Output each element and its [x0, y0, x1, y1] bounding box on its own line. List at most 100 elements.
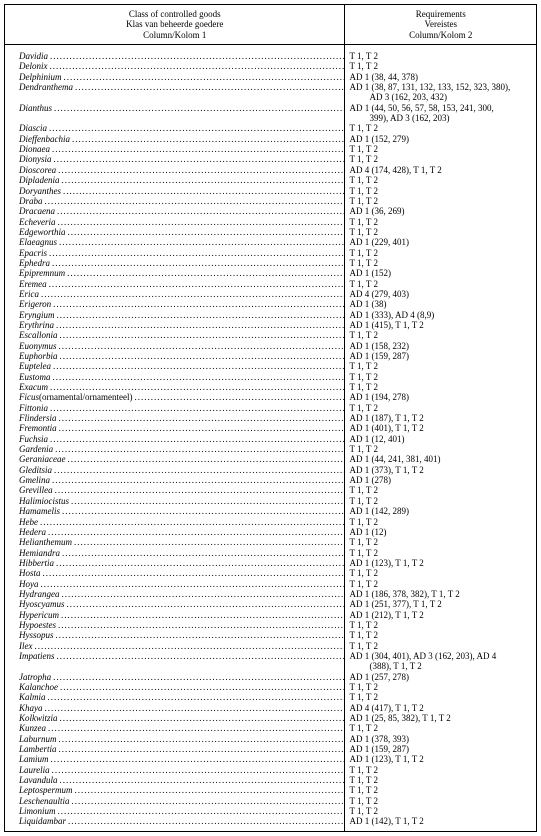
goods-column: Davidia.................................…	[5, 45, 345, 832]
genus-name: Epipremnum	[19, 268, 65, 278]
dotted-leader: ........................................…	[43, 703, 345, 713]
header-col1: Class of controlled goods Klas van behee…	[5, 5, 345, 45]
goods-row: Dianthus................................…	[5, 103, 344, 113]
requirement-text: T 1, T 2	[349, 403, 532, 413]
genus-name: Hydrangea	[19, 589, 60, 599]
goods-row: Dipladenia..............................…	[5, 175, 344, 185]
genus-name: Echeveria	[19, 217, 55, 227]
goods-row: Erythrina...............................…	[5, 320, 344, 330]
genus-name: Ilex	[19, 641, 33, 651]
requirement-text: T 1, T 2	[349, 382, 532, 392]
genus-name: Gardenia	[19, 444, 53, 454]
genus-name: Erythrina	[19, 320, 54, 330]
dotted-leader: ........................................…	[132, 392, 344, 402]
dotted-leader: ........................................…	[62, 72, 345, 82]
requirement-text: AD 1 (44, 241, 381, 401)	[349, 454, 532, 464]
dotted-leader: ........................................…	[73, 785, 345, 795]
dotted-leader: ........................................…	[58, 330, 345, 340]
requirement-text: AD 1 (212), T 1, T 2	[349, 610, 532, 620]
goods-row: Kunzea..................................…	[5, 723, 344, 733]
goods-row: Hypoestes...............................…	[5, 620, 344, 630]
genus-name: Fittonia	[19, 403, 48, 413]
goods-row: Dracaena................................…	[5, 206, 344, 216]
genus-name: Erigeron	[19, 299, 51, 309]
dotted-leader: ........................................…	[65, 268, 344, 278]
genus-name: Fuchsia	[19, 434, 48, 444]
goods-row: Hibbertia...............................…	[5, 558, 344, 568]
requirement-text: AD 1 (38)	[349, 299, 532, 309]
goods-row: Hamamelis...............................…	[5, 506, 344, 516]
dotted-leader: ........................................…	[52, 103, 344, 113]
dotted-leader: ........................................…	[51, 361, 344, 371]
dotted-leader: ........................................…	[56, 165, 344, 175]
genus-name: Limonium	[19, 806, 56, 816]
goods-row: Jatropha................................…	[5, 672, 344, 682]
goods-row: Gleditsia...............................…	[5, 465, 344, 475]
genus-name: Escallonia	[19, 330, 58, 340]
genus-name: Kalmia	[19, 692, 46, 702]
dotted-leader: ........................................…	[41, 568, 345, 578]
requirement-text: AD 1 (36, 269)	[349, 206, 532, 216]
genus-name: Epacris	[19, 248, 47, 258]
requirement-text: T 1, T 2	[349, 806, 532, 816]
requirement-text: T 1, T 2	[349, 217, 532, 227]
genus-name: Davidia	[19, 51, 48, 61]
goods-row: Epacris.................................…	[5, 248, 344, 258]
goods-row: Lambertia...............................…	[5, 744, 344, 754]
dotted-leader: ........................................…	[52, 154, 345, 164]
goods-row: Elaeagnus...............................…	[5, 237, 344, 247]
dotted-leader: ........................................…	[60, 548, 344, 558]
genus-name: Fremontia	[19, 423, 57, 433]
goods-row: Dioscorea...............................…	[5, 165, 344, 175]
requirement-text: T 1, T 2	[349, 630, 532, 640]
requirement-text: AD 1 (401), T 1, T 2	[349, 423, 532, 433]
dotted-leader: ........................................…	[51, 299, 344, 309]
table-header-row: Class of controlled goods Klas van behee…	[5, 5, 537, 45]
dotted-leader: ........................................…	[53, 485, 345, 495]
goods-row: Leschenaultia...........................…	[5, 796, 344, 806]
requirement-text: T 1, T 2	[349, 154, 532, 164]
genus-name: Hedera	[19, 527, 46, 537]
goods-row: Davidia.................................…	[5, 51, 344, 61]
genus-name: Lamium	[19, 754, 49, 764]
goods-row: Dendranthema............................…	[5, 82, 344, 92]
requirement-text: T 1, T 2	[349, 361, 532, 371]
dotted-leader: ........................................…	[57, 341, 345, 351]
requirement-text: AD 1 (44, 50, 56, 57, 58, 153, 241, 300,	[349, 103, 532, 113]
goods-row: Erica...................................…	[5, 289, 344, 299]
genus-name: Lavandula	[19, 775, 58, 785]
requirement-text: T 1, T 2	[349, 548, 532, 558]
genus-name: Euonymus	[19, 341, 57, 351]
dotted-leader: ........................................…	[46, 723, 344, 733]
genus-name: Grevillea	[19, 485, 53, 495]
dotted-leader: ........................................…	[56, 620, 344, 630]
dotted-leader: ........................................…	[51, 372, 345, 382]
requirement-text: AD 1 (159, 287)	[349, 351, 532, 361]
requirement-text: AD 1 (123), T 1, T 2	[349, 558, 532, 568]
dotted-leader: ........................................…	[70, 796, 345, 806]
goods-row: Ilex....................................…	[5, 641, 344, 651]
requirement-text: T 1, T 2	[349, 123, 532, 133]
genus-name: Laburnum	[19, 734, 57, 744]
genus-name: Laurelia	[19, 765, 50, 775]
goods-row: Laburnum................................…	[5, 734, 344, 744]
dotted-leader: ........................................…	[59, 610, 344, 620]
dotted-leader: ........................................…	[57, 413, 345, 423]
requirement-text: AD 1 (123), T 1, T 2	[349, 754, 532, 764]
requirement-text: AD 1 (229, 401)	[349, 237, 532, 247]
dotted-leader: ........................................…	[46, 692, 345, 702]
requirement-text: T 1, T 2	[349, 723, 532, 733]
goods-row: Euonymus................................…	[5, 341, 344, 351]
goods-row: Hyoscyamus..............................…	[5, 599, 344, 609]
goods-row: Limonium................................…	[5, 806, 344, 816]
dotted-leader: ........................................…	[50, 258, 344, 268]
requirement-text: T 1, T 2	[349, 568, 532, 578]
goods-row: Exacum..................................…	[5, 382, 344, 392]
dotted-leader: ........................................…	[47, 248, 344, 258]
dotted-leader: ........................................…	[49, 754, 345, 764]
goods-row-filler	[5, 113, 344, 123]
table-body-row: Davidia.................................…	[5, 45, 537, 832]
goods-row: Draba...................................…	[5, 196, 344, 206]
requirement-text: AD 1 (278)	[349, 475, 532, 485]
dotted-leader: ........................................…	[38, 517, 344, 527]
